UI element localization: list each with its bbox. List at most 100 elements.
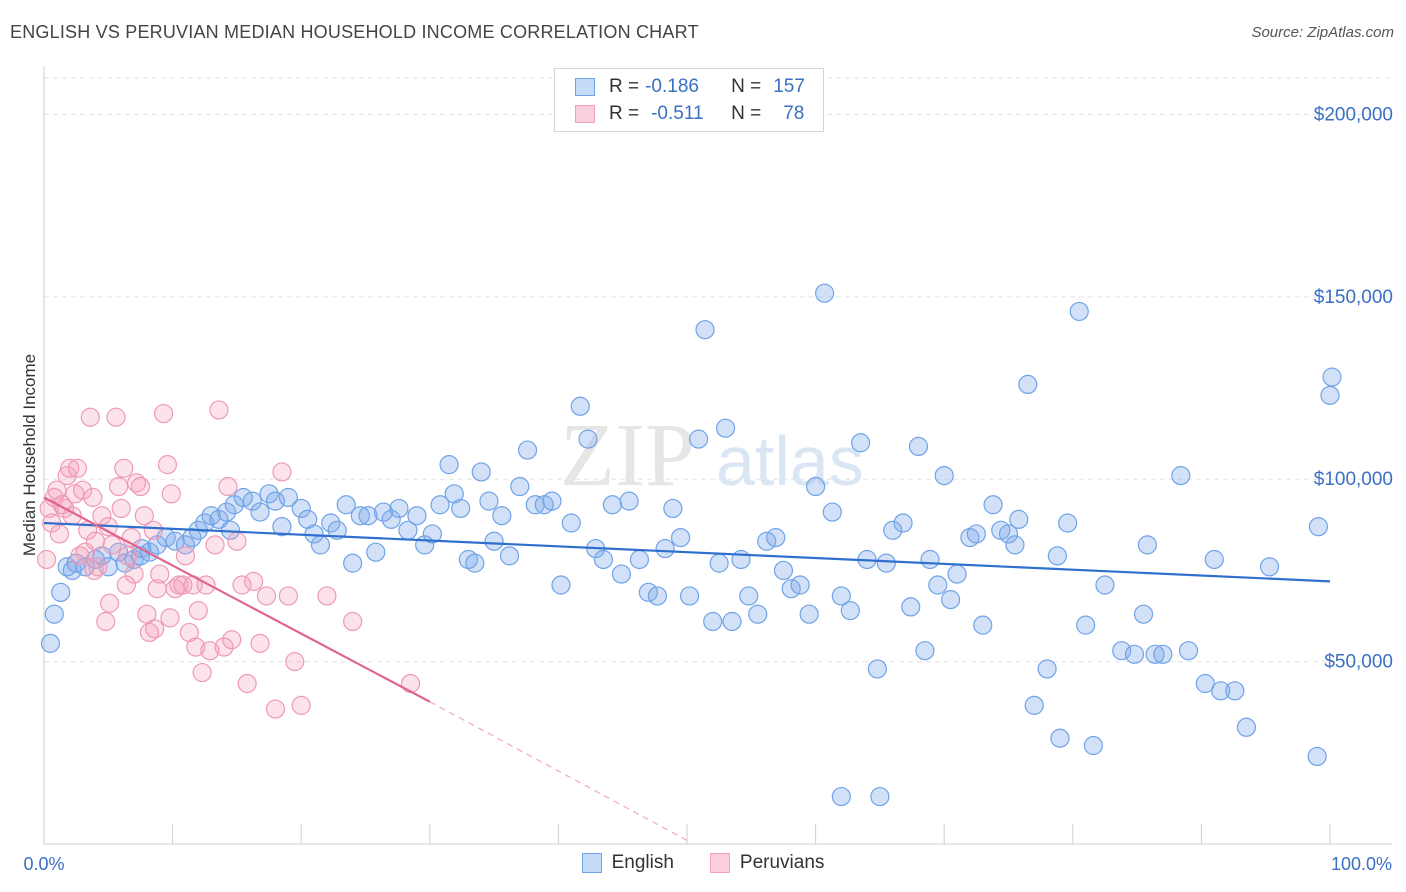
english-point (908, 436, 929, 457)
series-legend-english: English (581, 852, 674, 874)
english-points (40, 283, 1342, 807)
trend-lines (43, 496, 1331, 841)
english-point (790, 575, 810, 595)
english-point (321, 513, 341, 533)
english-point (1047, 546, 1067, 566)
english-point (883, 520, 903, 540)
y-tick-label: $150,000 (1314, 287, 1393, 308)
peruvian-point (153, 403, 174, 424)
english-point (343, 553, 363, 573)
english-point (1095, 575, 1115, 595)
peruvian-point (317, 586, 337, 606)
english-point (966, 524, 986, 544)
english-point (373, 502, 394, 522)
peruvian-point (102, 535, 122, 555)
legend-r-value: -0.186 (645, 76, 699, 97)
english-point (973, 615, 993, 635)
english-point (1153, 644, 1173, 664)
english-point (602, 495, 623, 515)
english-point (492, 506, 512, 526)
peruvian-point (130, 476, 151, 497)
english-point (1050, 728, 1070, 748)
peruvian-point (285, 652, 305, 672)
english-point (451, 498, 471, 519)
english-point (44, 604, 64, 624)
peruvian-point (70, 546, 90, 566)
peruvian-point (60, 458, 80, 478)
english-point (983, 495, 1003, 515)
english-point (655, 538, 675, 559)
legend-row-english: R = -0.186 N = 157 (575, 74, 805, 100)
english-point (840, 600, 860, 621)
english-point (867, 659, 887, 679)
x-tick-labels: 0.0% 100.0% (23, 854, 1392, 874)
peruvian-point (111, 498, 131, 519)
english-point (458, 549, 478, 570)
english-point (51, 582, 71, 602)
peruvian-point (244, 571, 264, 591)
peruvian-point (218, 476, 238, 497)
english-point (1133, 604, 1154, 624)
y-tick-label: $100,000 (1314, 469, 1393, 490)
english-point (175, 535, 196, 555)
english-point (748, 604, 768, 624)
english-point (998, 524, 1019, 544)
english-point (578, 429, 598, 449)
peruvian-point (96, 611, 116, 632)
english-point (722, 611, 742, 632)
peruvian-point (222, 630, 242, 650)
english-point (510, 476, 530, 497)
chart-title: ENGLISH VS PERUVIAN MEDIAN HOUSEHOLD INC… (10, 22, 699, 42)
series-swatch-peruvians (709, 853, 730, 873)
x-tick-label: 0.0% (23, 854, 64, 874)
english-point (851, 433, 871, 453)
peruvian-point (400, 673, 421, 694)
series-legend: English Peruvians (0, 852, 1406, 874)
english-point (1037, 659, 1057, 679)
english-point (739, 586, 759, 606)
english-trend-line (43, 521, 1331, 583)
english-point (920, 549, 940, 570)
english-point (663, 498, 683, 519)
peruvian-point (49, 524, 70, 544)
peruvian-point (173, 575, 193, 595)
peruvian-point (84, 560, 104, 581)
english-point (1005, 535, 1025, 555)
english-point (670, 527, 691, 548)
peruvian-point (47, 480, 67, 500)
english-point (831, 586, 851, 606)
english-point (1320, 385, 1340, 405)
english-point (551, 575, 571, 595)
english-point (928, 575, 948, 595)
english-point (715, 418, 736, 438)
peruvian-point (209, 400, 229, 420)
english-point (1178, 641, 1199, 661)
peruvian-point (205, 535, 225, 555)
peruvian-point (278, 586, 298, 606)
english-point (1236, 717, 1257, 737)
peruvian-point (200, 641, 220, 661)
english-point (40, 633, 61, 653)
english-point (327, 520, 347, 540)
english-point (915, 641, 935, 661)
english-point (766, 527, 786, 548)
peruvian-point (67, 458, 88, 478)
legend-n-value: 157 (773, 76, 805, 97)
source-label: Source: ZipAtlas.com (1251, 24, 1394, 41)
peruvian-trend-line (43, 496, 431, 703)
peruvian-point (144, 619, 165, 639)
english-point (336, 495, 356, 515)
peruvian-point (57, 465, 77, 486)
peruvian-point (126, 473, 147, 493)
english-point (1259, 557, 1280, 577)
peruvian-point (80, 407, 100, 427)
english-point (1145, 644, 1165, 664)
peruvian-point (114, 458, 134, 478)
english-point (430, 495, 450, 515)
peruvian-point (85, 531, 106, 551)
english-point (1069, 301, 1089, 322)
english-point (381, 509, 401, 529)
legend-r-label: R = (609, 76, 640, 97)
peruvian-point (108, 476, 129, 497)
peruvian-point (83, 487, 103, 508)
